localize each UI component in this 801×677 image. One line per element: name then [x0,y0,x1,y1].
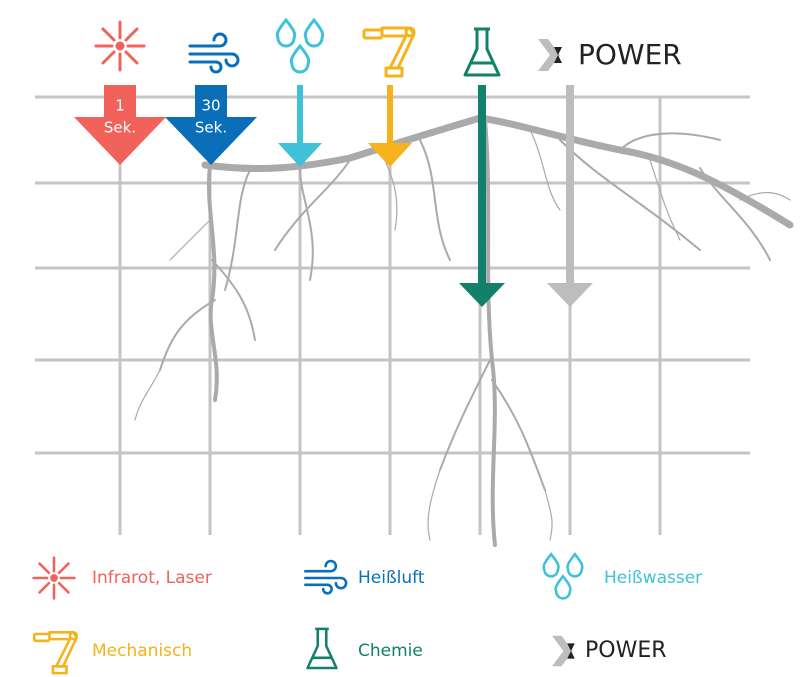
icon-hot-air [190,34,238,72]
legend-icon [34,558,75,599]
legend-icon [544,554,583,598]
legend-label: Mechanisch [92,641,192,661]
icon-chemistry [465,29,499,75]
legend-icon [308,629,337,668]
legend-label: Heißwasser [604,568,702,588]
legend-label: POWER [585,638,667,663]
legend: Infrarot, Laser Heißluft Heißwasser Mech… [34,554,703,673]
legend-icon [305,561,346,593]
arrows: 1 Sek. 30 Sek. [74,85,593,307]
infographic: 1 Sek. 30 Sek. POWER Infrarot, Laser Hei… [0,0,801,677]
arrow-value: 30 [201,97,220,115]
legend-icon [34,632,76,673]
legend-label: Chemie [358,641,423,661]
legend-label: Heißluft [358,568,425,588]
arrow-value: 1 [115,97,125,115]
top-icons: POWER [96,20,682,76]
icon-hot-water [277,20,322,72]
legend-label: Infrarot, Laser [92,568,212,588]
brand-text: POWER [578,38,682,71]
legend-icon [552,636,575,666]
icon-infrared [96,22,144,70]
arrow-unit: Sek. [195,119,227,137]
arrow-unit: Sek. [104,119,136,137]
icon-brand [538,39,562,71]
icon-mechanical [364,28,414,76]
